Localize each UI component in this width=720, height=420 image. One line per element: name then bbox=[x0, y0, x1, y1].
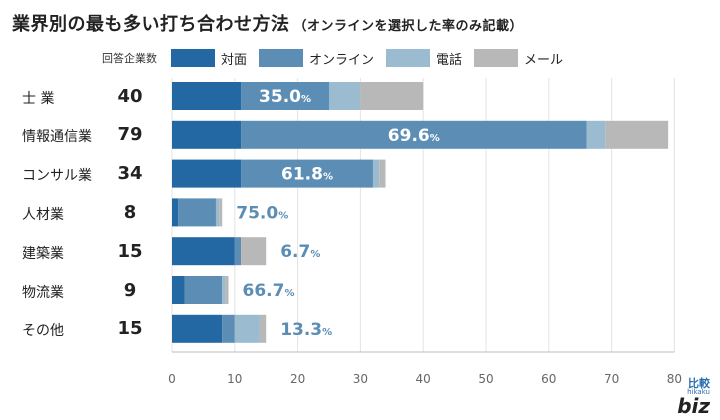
respondent-count: 8 bbox=[123, 202, 137, 223]
respondent-count: 9 bbox=[123, 280, 137, 301]
bar-segment bbox=[172, 159, 242, 188]
bar-segment bbox=[222, 314, 235, 343]
logo-romaji: hikaku bbox=[687, 388, 710, 396]
legend-item-face: 対面 bbox=[171, 49, 247, 68]
category-label: 物流業 bbox=[22, 285, 64, 301]
legend-swatch-online bbox=[259, 49, 304, 67]
respondent-count: 34 bbox=[117, 163, 143, 184]
bar-segment bbox=[172, 276, 185, 304]
legend-label-online: オンライン bbox=[309, 52, 375, 68]
x-tick-label: 80 bbox=[667, 372, 682, 386]
online-rate-label: 66.7% bbox=[243, 281, 295, 301]
bar-segment bbox=[222, 276, 226, 304]
legend-swatch-phone bbox=[386, 49, 431, 67]
x-tick-label: 10 bbox=[227, 372, 242, 386]
category-label: その他 bbox=[22, 323, 64, 339]
category-label: 人材業 bbox=[22, 207, 64, 223]
chart-title: 業界別の最も多い打ち合わせ方法 （オンラインを選択した率のみ記載） bbox=[12, 10, 523, 36]
respondent-count: 15 bbox=[117, 241, 143, 262]
bar-segment bbox=[234, 314, 260, 343]
bar-segment bbox=[184, 276, 223, 304]
bar-segment bbox=[219, 198, 223, 227]
category-label: 建築業 bbox=[22, 246, 64, 262]
legend-label-mail: メール bbox=[524, 52, 564, 68]
category-label: 士 業 bbox=[22, 91, 55, 107]
online-rate-label: 6.7% bbox=[280, 242, 320, 262]
bar-segment bbox=[241, 159, 373, 188]
legend-count-label: 回答企業数 bbox=[102, 52, 157, 65]
online-rate-label: 35.0% bbox=[259, 87, 311, 107]
bar-segment bbox=[172, 314, 223, 343]
online-rate-label: 61.8% bbox=[281, 165, 333, 185]
category-label: 情報通信業 bbox=[22, 129, 92, 145]
legend-item-mail: メール bbox=[474, 49, 563, 68]
respondent-count: 40 bbox=[117, 86, 143, 107]
bar-segment bbox=[215, 198, 220, 227]
bar-segment bbox=[329, 82, 361, 110]
x-tick-label: 60 bbox=[541, 372, 556, 386]
legend: 回答企業数 対面 オンライン 電話 メール bbox=[102, 48, 575, 68]
respondent-count: 79 bbox=[117, 124, 143, 145]
bar-segment bbox=[234, 237, 242, 266]
logo-kanji: 比較 bbox=[688, 377, 710, 390]
bar-segment bbox=[241, 82, 329, 110]
bar-segment bbox=[241, 120, 587, 149]
online-rate-label: 13.3% bbox=[280, 320, 332, 340]
respondent-count: 15 bbox=[117, 318, 143, 339]
bar-segment bbox=[172, 120, 242, 149]
hikaku-biz-logo: 比較 hikaku biz bbox=[677, 378, 710, 416]
bar-segment bbox=[605, 120, 669, 149]
bar-segment bbox=[172, 237, 235, 266]
bar-segment bbox=[586, 120, 606, 149]
bar-segment bbox=[172, 198, 179, 227]
x-tick-label: 50 bbox=[478, 372, 493, 386]
bar-segment bbox=[241, 237, 267, 266]
bar-segment bbox=[225, 276, 229, 304]
bar-segment bbox=[379, 159, 386, 188]
online-rate-label: 75.0% bbox=[236, 203, 288, 223]
legend-swatch-mail bbox=[474, 49, 519, 67]
online-rate-label: 69.6% bbox=[388, 126, 440, 146]
title-subtitle: （オンラインを選択した率のみ記載） bbox=[293, 19, 524, 34]
legend-item-phone: 電話 bbox=[386, 49, 462, 68]
x-tick-label: 0 bbox=[168, 372, 176, 386]
title-main: 業界別の最も多い打ち合わせ方法 bbox=[12, 14, 290, 35]
bar-segment bbox=[178, 198, 216, 227]
x-tick-label: 40 bbox=[416, 372, 431, 386]
legend-swatch-face bbox=[171, 49, 215, 67]
x-tick-label: 20 bbox=[290, 372, 305, 386]
legend-item-online: オンライン bbox=[259, 49, 374, 68]
bar-segment bbox=[259, 314, 267, 343]
x-tick-label: 70 bbox=[604, 372, 619, 386]
bar-segment bbox=[372, 159, 380, 188]
legend-label-phone: 電話 bbox=[436, 52, 463, 68]
logo-biz: biz bbox=[677, 394, 710, 418]
x-tick-label: 30 bbox=[353, 372, 368, 386]
legend-label-face: 対面 bbox=[221, 52, 248, 68]
category-label: コンサル業 bbox=[22, 168, 92, 184]
bar-segment bbox=[172, 82, 242, 110]
bar-segment bbox=[360, 82, 424, 110]
